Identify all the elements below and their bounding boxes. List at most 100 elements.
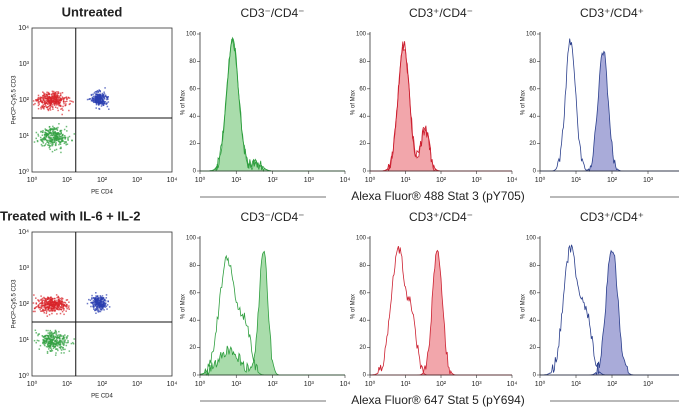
- event-dot: [96, 95, 99, 98]
- event-dot: [52, 133, 54, 135]
- event-dot: [59, 143, 62, 145]
- event-dot: [107, 98, 109, 100]
- y-axis-label: PerCP-Cy5.5 CD3: [12, 75, 18, 125]
- event-dot: [106, 97, 108, 100]
- event-dot: [52, 302, 54, 305]
- event-dot: [59, 312, 62, 315]
- event-dot: [57, 342, 59, 345]
- event-dot: [54, 335, 57, 338]
- event-dot: [63, 301, 66, 304]
- event-dot: [59, 130, 62, 132]
- event-dot: [64, 104, 66, 107]
- event-dot: [57, 302, 59, 304]
- event-dot: [105, 294, 108, 296]
- event-dot: [42, 140, 44, 143]
- event-dot: [40, 138, 43, 141]
- event-dot: [57, 97, 60, 99]
- event-dot: [46, 309, 48, 311]
- event-dot: [54, 305, 56, 307]
- y-axis-label: % of Max: [521, 90, 527, 115]
- event-dot: [54, 132, 57, 134]
- event-dot: [45, 307, 47, 310]
- event-dot: [62, 303, 65, 306]
- y-tick-label: 0: [193, 169, 197, 175]
- event-dot: [103, 302, 105, 304]
- event-dot: [101, 306, 104, 308]
- event-dot: [96, 302, 99, 305]
- caption: Alexa Fluor® 647 Stat 5 (pY694): [351, 393, 525, 407]
- x-tick-label: 10²: [436, 381, 447, 388]
- event-dot: [53, 93, 55, 96]
- event-dot: [46, 95, 48, 97]
- event-dot: [49, 134, 52, 137]
- event-dot: [47, 340, 50, 342]
- event-dot: [49, 104, 52, 107]
- event-dot: [94, 99, 96, 102]
- event-dot: [50, 336, 52, 338]
- event-dot: [52, 136, 54, 139]
- event-dot: [48, 306, 50, 308]
- y-tick-label: 10³: [19, 61, 30, 68]
- event-dot: [55, 336, 57, 339]
- event-dot: [95, 101, 97, 104]
- event-dot: [99, 310, 102, 313]
- event-dot: [48, 303, 51, 305]
- event-dot: [72, 341, 74, 344]
- event-dot: [43, 304, 46, 306]
- event-dot: [64, 341, 66, 344]
- event-dot: [51, 90, 54, 93]
- event-dot: [99, 297, 101, 300]
- event-dot: [95, 292, 97, 294]
- event-dot: [47, 133, 50, 135]
- event-dot: [40, 97, 42, 100]
- event-dot: [89, 299, 92, 301]
- event-dot: [40, 302, 43, 304]
- event-dot: [106, 98, 108, 101]
- event-dot: [107, 95, 109, 98]
- event-dot: [45, 345, 48, 348]
- event-dot: [97, 99, 99, 102]
- event-dot: [51, 305, 54, 308]
- x-tick-label: 10³: [643, 381, 654, 388]
- y-tick-label: 80: [359, 263, 366, 269]
- event-dot: [56, 136, 58, 138]
- event-dot: [45, 129, 48, 131]
- event-dot: [43, 296, 45, 299]
- event-dot: [107, 300, 109, 302]
- event-dot: [41, 106, 44, 109]
- event-dot: [95, 98, 97, 100]
- event-dot: [54, 137, 56, 140]
- event-dot: [61, 113, 63, 116]
- event-dot: [47, 108, 50, 111]
- event-dot: [108, 306, 111, 308]
- event-dot: [97, 306, 100, 308]
- event-dot: [49, 346, 52, 348]
- row-title: Treated with IL-6 + IL-2: [0, 208, 141, 223]
- event-dot: [49, 334, 51, 336]
- event-dot: [41, 304, 44, 307]
- event-dot: [101, 307, 104, 309]
- event-dot: [97, 90, 100, 93]
- event-dot: [43, 297, 46, 300]
- event-dot: [37, 299, 39, 301]
- event-dot: [50, 350, 52, 352]
- event-dot: [54, 297, 56, 300]
- event-dot: [102, 104, 105, 106]
- x-axis-label: PE CD4: [91, 394, 113, 400]
- event-dot: [96, 306, 98, 308]
- event-dot: [55, 332, 58, 334]
- histogram-title: CD3⁺/CD4⁺: [580, 210, 644, 224]
- x-tick-label: 10²: [267, 177, 278, 184]
- event-dot: [102, 95, 104, 97]
- x-tick-label: 10⁰: [195, 380, 206, 388]
- event-dot: [50, 93, 53, 96]
- event-dot: [97, 298, 100, 300]
- event-dot: [35, 131, 38, 134]
- y-axis-label: % of Max: [181, 90, 187, 115]
- event-dot: [53, 103, 56, 105]
- caption-background: [326, 393, 550, 409]
- event-dot: [51, 310, 54, 312]
- event-dot: [38, 300, 40, 303]
- event-dot: [65, 143, 67, 146]
- event-dot: [48, 345, 50, 348]
